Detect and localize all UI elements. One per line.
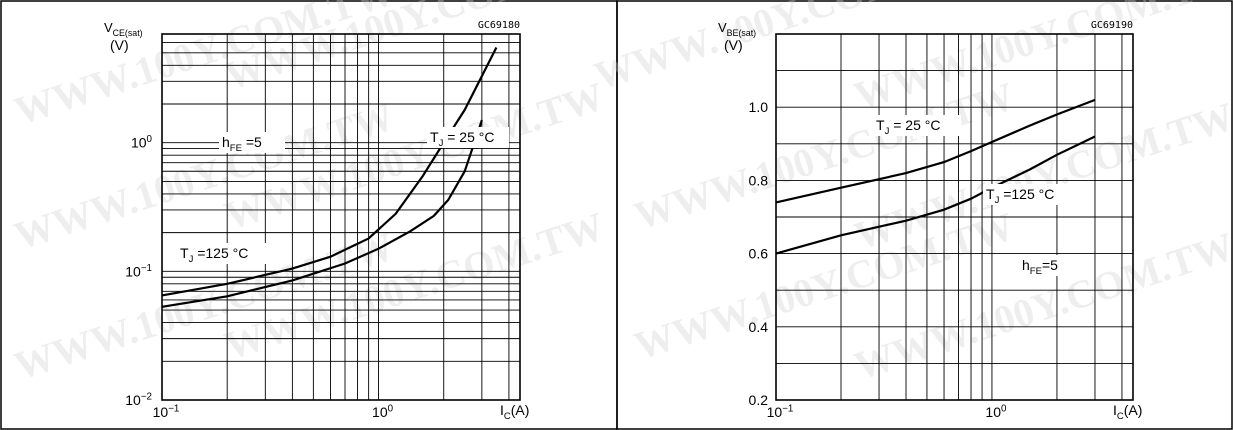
annotation-label-rest: =5 [1042, 257, 1058, 273]
y-tick-label-exp: −1 [141, 263, 152, 274]
annotation-label-rest: = 25 °C [443, 129, 494, 145]
y-tick-label: 10−1 [125, 263, 152, 280]
x-axis-label-rest: (A) [511, 402, 530, 418]
y-axis-label-main: V [718, 20, 727, 35]
x-tick-label-base: 10 [372, 404, 388, 420]
y-tick-label: 100 [131, 134, 153, 151]
x-axis-label: IC(A) [500, 402, 529, 422]
annotation-label-sub: FE [230, 143, 242, 154]
annotation-label-main: h [222, 134, 230, 150]
watermark-text: WWW.100Y.COM.TW [849, 0, 1233, 119]
y-tick-label-base: 10 [125, 392, 141, 408]
x-axis-label-rest: (A) [1124, 402, 1143, 418]
x-tick-label-exp: 0 [1001, 403, 1007, 414]
annotation-label-rest: =125 °C [193, 245, 248, 261]
annotation-label-rest: =5 [242, 134, 262, 150]
y-tick-label: 1.0 [749, 99, 769, 115]
plot-frame [162, 34, 520, 400]
y-tick-label-exp: 0 [147, 134, 153, 145]
y-tick-label-base: 10 [131, 135, 147, 151]
x-tick-label-exp: −1 [168, 403, 179, 414]
annotation-label-main: h [1022, 257, 1030, 273]
x-tick-label-exp: 0 [388, 403, 394, 414]
annotation-label-rest: = 25 °C [889, 117, 940, 133]
x-tick-label-base: 10 [767, 404, 783, 420]
y-tick-label: 0.8 [749, 172, 769, 188]
y-axis-label: VCE(sat) [104, 20, 143, 38]
x-tick-label: 100 [372, 403, 394, 420]
y-axis-label-main: V [104, 20, 113, 35]
x-tick-label-base: 10 [153, 404, 169, 420]
annotation-label-rest: =125 °C [999, 186, 1054, 202]
y-tick-label-base: 10 [125, 263, 141, 279]
x-tick-label-base: 10 [985, 404, 1001, 420]
x-tick-label: 100 [985, 403, 1007, 420]
y-tick-label: 0.6 [749, 246, 769, 262]
annotation-label-sub: FE [1030, 266, 1042, 277]
figure-code: GC69180 [478, 20, 520, 31]
x-tick-label: 10−1 [767, 403, 794, 420]
y-axis-unit: (V) [110, 37, 129, 53]
y-tick-label: 0.2 [749, 392, 769, 408]
y-tick-label: 0.4 [749, 319, 769, 335]
x-tick-label: 10−1 [153, 403, 180, 420]
x-axis-label: IC(A) [1113, 402, 1142, 422]
x-tick-label-exp: −1 [782, 403, 793, 414]
y-tick-label: 10−2 [125, 391, 152, 408]
figure-code: GC69190 [1091, 20, 1133, 31]
y-axis-unit: (V) [724, 37, 743, 53]
y-tick-label-exp: −2 [141, 391, 152, 402]
